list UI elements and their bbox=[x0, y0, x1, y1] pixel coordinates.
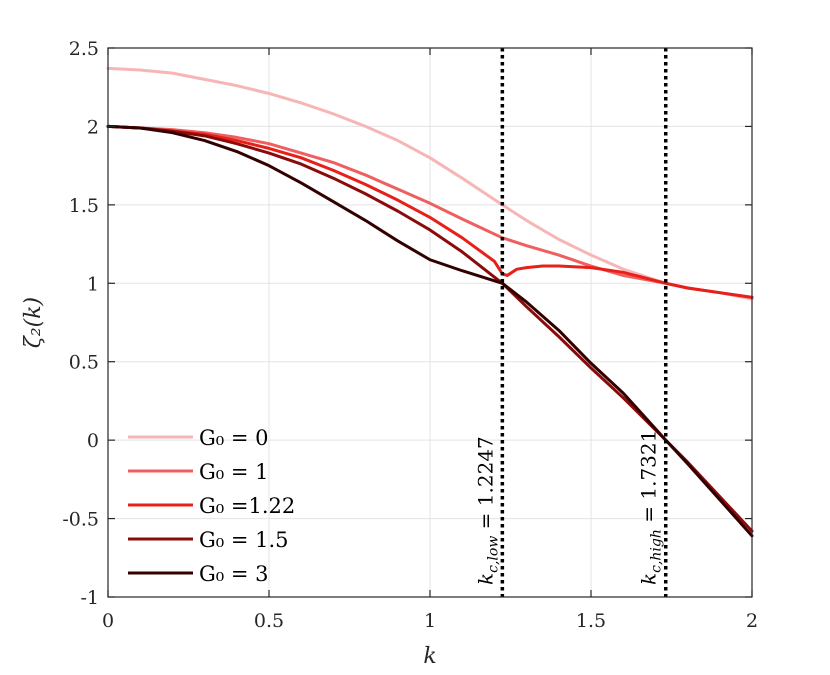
x-tick-label: 0.5 bbox=[254, 610, 284, 632]
x-tick-label: 1.5 bbox=[576, 610, 606, 632]
critical-k-lines: kc,low = 1.2247 kc,high = 1.7321 bbox=[473, 48, 668, 597]
legend-label-5: G₀ = 3 bbox=[199, 562, 269, 586]
grid bbox=[108, 48, 752, 597]
y-tick-label: 0 bbox=[87, 430, 99, 452]
x-tick-label: 0 bbox=[102, 610, 114, 632]
y-tick-label: 2 bbox=[87, 116, 99, 138]
critical-line-label-1: kc,low = 1.2247 bbox=[473, 436, 501, 585]
y-tick-label: -1 bbox=[80, 587, 99, 609]
y-tick-label: 1.5 bbox=[69, 195, 99, 217]
series-line-5 bbox=[106, 124, 754, 538]
critical-line-label-2: kc,high = 1.7321 bbox=[637, 430, 665, 585]
y-tick-label: 1 bbox=[87, 273, 99, 295]
legend-label-4: G₀ = 1.5 bbox=[199, 528, 289, 552]
legend-label-1: G₀ = 0 bbox=[199, 426, 269, 450]
x-tick-label: 2 bbox=[746, 610, 758, 632]
series-line-3 bbox=[106, 124, 754, 299]
legend: G₀ = 0 G₀ = 1 G₀ =1.22 G₀ = 1.5 G₀ = 3 bbox=[128, 426, 295, 586]
legend-label-3: G₀ =1.22 bbox=[199, 494, 295, 518]
y-tick-label: -0.5 bbox=[62, 509, 99, 531]
legend-label-2: G₀ = 1 bbox=[199, 460, 269, 484]
axes: 0 0.5 1 1.5 2 -1 -0.5 0 0.5 1 1.5 2 2.5 k ζ₂(k) bbox=[21, 38, 758, 669]
y-axis-label: ζ₂(k) bbox=[21, 297, 46, 348]
y-tick-label: 0.5 bbox=[69, 352, 99, 374]
x-tick-label: 1 bbox=[424, 610, 436, 632]
y-tick-label: 2.5 bbox=[69, 38, 99, 60]
x-axis-label: k bbox=[423, 644, 436, 669]
series-lines bbox=[106, 66, 754, 538]
